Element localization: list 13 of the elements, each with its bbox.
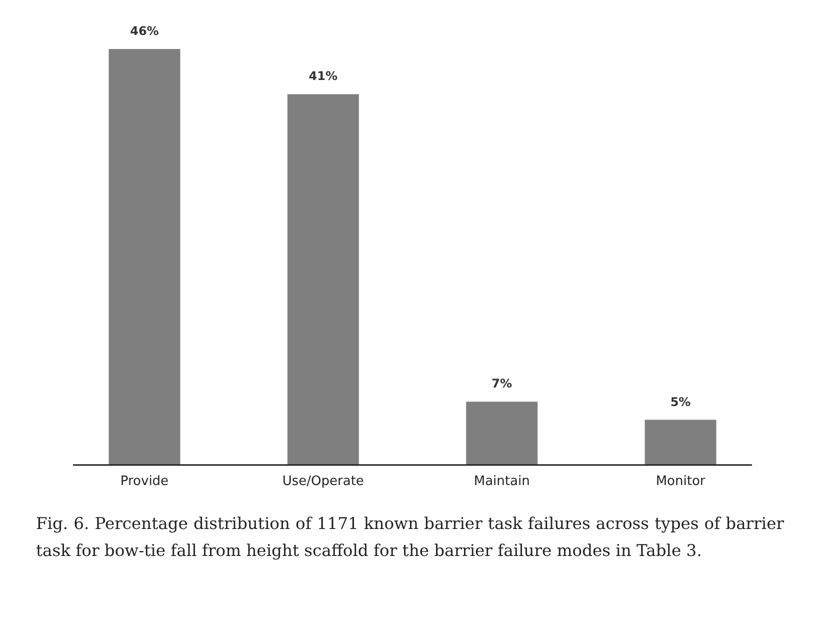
- bar: [108, 49, 180, 465]
- data-label: 41%: [308, 69, 338, 84]
- bar: [644, 420, 716, 465]
- data-label: 46%: [130, 24, 159, 38]
- x-tick-label: Maintain: [474, 474, 530, 490]
- x-tick-label: Provide: [120, 474, 169, 490]
- bar: [287, 94, 359, 465]
- data-label: 7%: [492, 376, 512, 391]
- caption: Fig. 6. Percentage distribution of 1171 known barrier task failures across types of barrier task for bow-tie fall from height scaffold for the barrier failure modes in Table 3.: [36, 513, 784, 562]
- x-tick-label: Monitor: [656, 474, 706, 490]
- x-tick-label: Use/Operate: [282, 474, 364, 490]
- bar: [466, 402, 538, 465]
- data-label: 5%: [670, 394, 691, 409]
